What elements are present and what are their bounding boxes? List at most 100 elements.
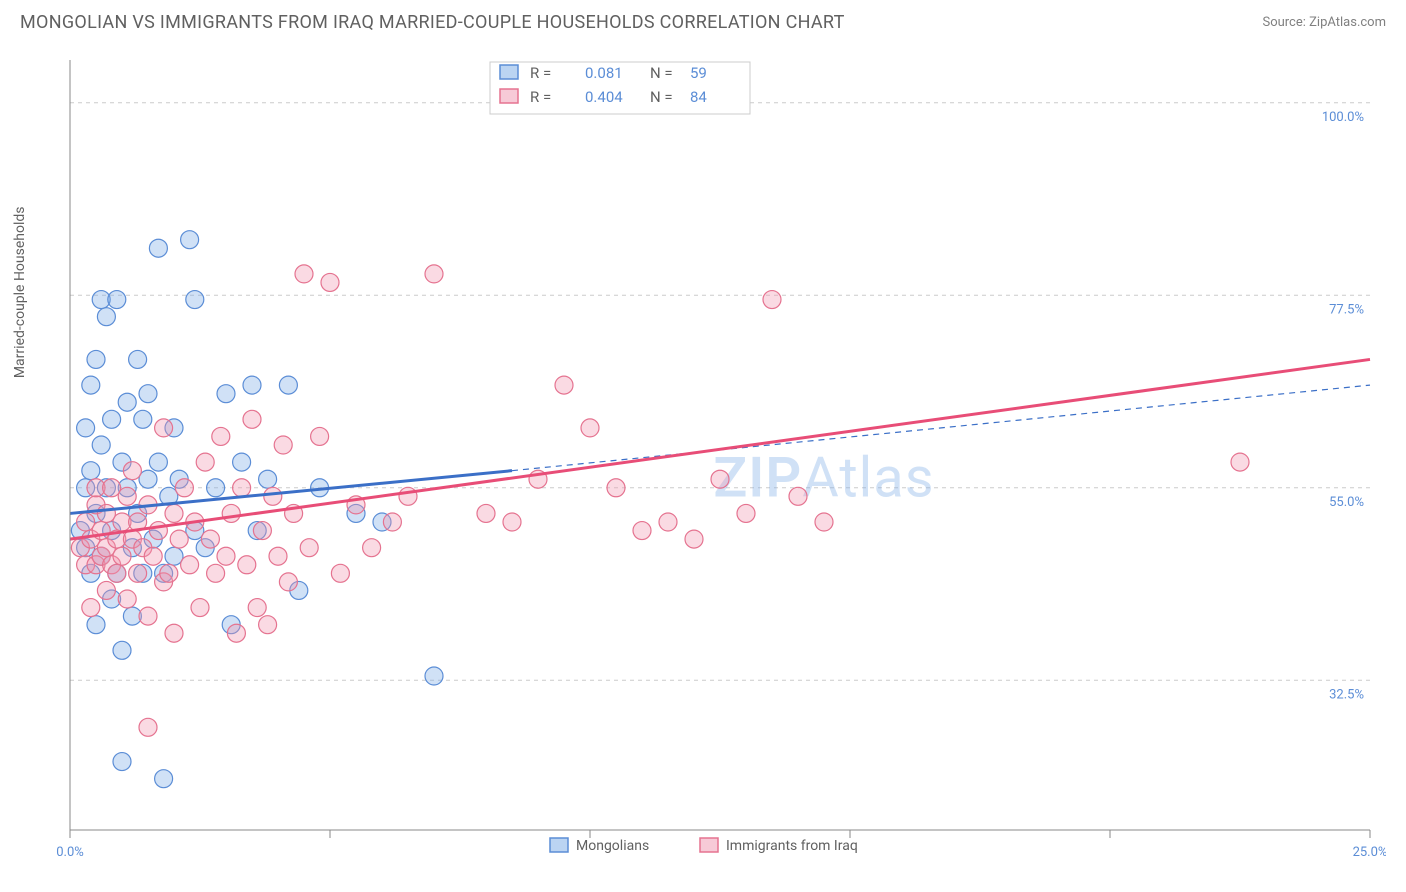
data-point	[149, 239, 167, 257]
data-point	[383, 513, 401, 531]
data-point	[425, 667, 443, 685]
stats-swatch	[500, 65, 518, 79]
data-point	[259, 470, 277, 488]
data-point	[274, 436, 292, 454]
chart-header: MONGOLIAN VS IMMIGRANTS FROM IRAQ MARRIE…	[0, 0, 1406, 41]
data-point	[477, 504, 495, 522]
data-point	[139, 718, 157, 736]
data-point	[144, 547, 162, 565]
stats-swatch	[500, 89, 518, 103]
data-point	[92, 436, 110, 454]
data-point	[82, 376, 100, 394]
data-point	[82, 599, 100, 617]
data-point	[295, 265, 313, 283]
y-tick-label: 55.0%	[1329, 495, 1364, 510]
data-point	[201, 530, 219, 548]
data-point	[212, 427, 230, 445]
data-point	[321, 273, 339, 291]
data-point	[87, 350, 105, 368]
data-point	[207, 564, 225, 582]
data-point	[737, 504, 755, 522]
data-point	[815, 513, 833, 531]
legend-swatch	[700, 838, 718, 852]
stat-n-value: 84	[690, 88, 707, 106]
stat-r-label: R =	[530, 64, 551, 82]
data-point	[233, 453, 251, 471]
data-point	[659, 513, 677, 531]
y-axis-label: Married-couple Households	[12, 206, 28, 378]
data-point	[311, 427, 329, 445]
chart-source: Source: ZipAtlas.com	[1262, 15, 1386, 30]
data-point	[108, 291, 126, 309]
data-point	[82, 462, 100, 480]
data-point	[139, 385, 157, 403]
data-point	[279, 376, 297, 394]
stat-r-label: R =	[530, 88, 551, 106]
data-point	[165, 504, 183, 522]
y-tick-label: 77.5%	[1329, 302, 1364, 317]
data-point	[238, 556, 256, 574]
data-point	[181, 556, 199, 574]
data-point	[555, 376, 573, 394]
data-point	[253, 522, 271, 540]
data-point	[97, 308, 115, 326]
data-point	[248, 599, 266, 617]
chart-container: Married-couple Households 32.5%55.0%77.5…	[50, 50, 1386, 862]
data-point	[113, 641, 131, 659]
stat-n-value: 59	[690, 64, 707, 82]
data-point	[243, 376, 261, 394]
chart-title: MONGOLIAN VS IMMIGRANTS FROM IRAQ MARRIE…	[20, 12, 845, 33]
data-point	[789, 487, 807, 505]
data-point	[264, 487, 282, 505]
data-point	[129, 564, 147, 582]
data-point	[97, 581, 115, 599]
data-point	[113, 753, 131, 771]
data-point	[503, 513, 521, 531]
data-point	[113, 547, 131, 565]
data-point	[118, 393, 136, 411]
data-point	[149, 453, 167, 471]
data-point	[259, 616, 277, 634]
data-point	[175, 479, 193, 497]
data-point	[300, 539, 318, 557]
data-point	[227, 624, 245, 642]
data-point	[1231, 453, 1249, 471]
data-point	[685, 530, 703, 548]
data-point	[170, 530, 188, 548]
stat-n-label: N =	[650, 64, 673, 82]
data-point	[233, 479, 251, 497]
data-point	[103, 410, 121, 428]
data-point	[160, 564, 178, 582]
trend-line-pink	[70, 359, 1370, 539]
data-point	[581, 419, 599, 437]
data-point	[139, 607, 157, 625]
data-point	[331, 564, 349, 582]
stat-r-value: 0.404	[585, 88, 623, 106]
data-point	[363, 539, 381, 557]
x-tick-label: 0.0%	[56, 845, 84, 860]
legend-swatch	[550, 838, 568, 852]
data-point	[165, 624, 183, 642]
y-tick-label: 100.0%	[1322, 110, 1364, 125]
data-point	[222, 504, 240, 522]
data-point	[155, 770, 173, 788]
y-tick-label: 32.5%	[1329, 687, 1364, 702]
data-point	[217, 547, 235, 565]
data-point	[711, 470, 729, 488]
data-point	[763, 291, 781, 309]
watermark: ZIPAtlas	[713, 444, 934, 510]
x-tick-label: 25.0%	[1353, 845, 1386, 860]
data-point	[269, 547, 287, 565]
scatter-chart: 32.5% 55.0% 77.5% 100.0% ZIPAtlas 0.0% 25.0% R …	[50, 50, 1386, 862]
data-point	[196, 453, 214, 471]
legend-label: Mongolians	[576, 838, 649, 854]
data-point	[87, 616, 105, 634]
data-point	[134, 410, 152, 428]
data-point	[279, 573, 297, 591]
data-point	[129, 350, 147, 368]
data-point	[155, 419, 173, 437]
data-point	[108, 564, 126, 582]
stat-n-label: N =	[650, 88, 673, 106]
data-point	[425, 265, 443, 283]
data-point	[123, 462, 141, 480]
